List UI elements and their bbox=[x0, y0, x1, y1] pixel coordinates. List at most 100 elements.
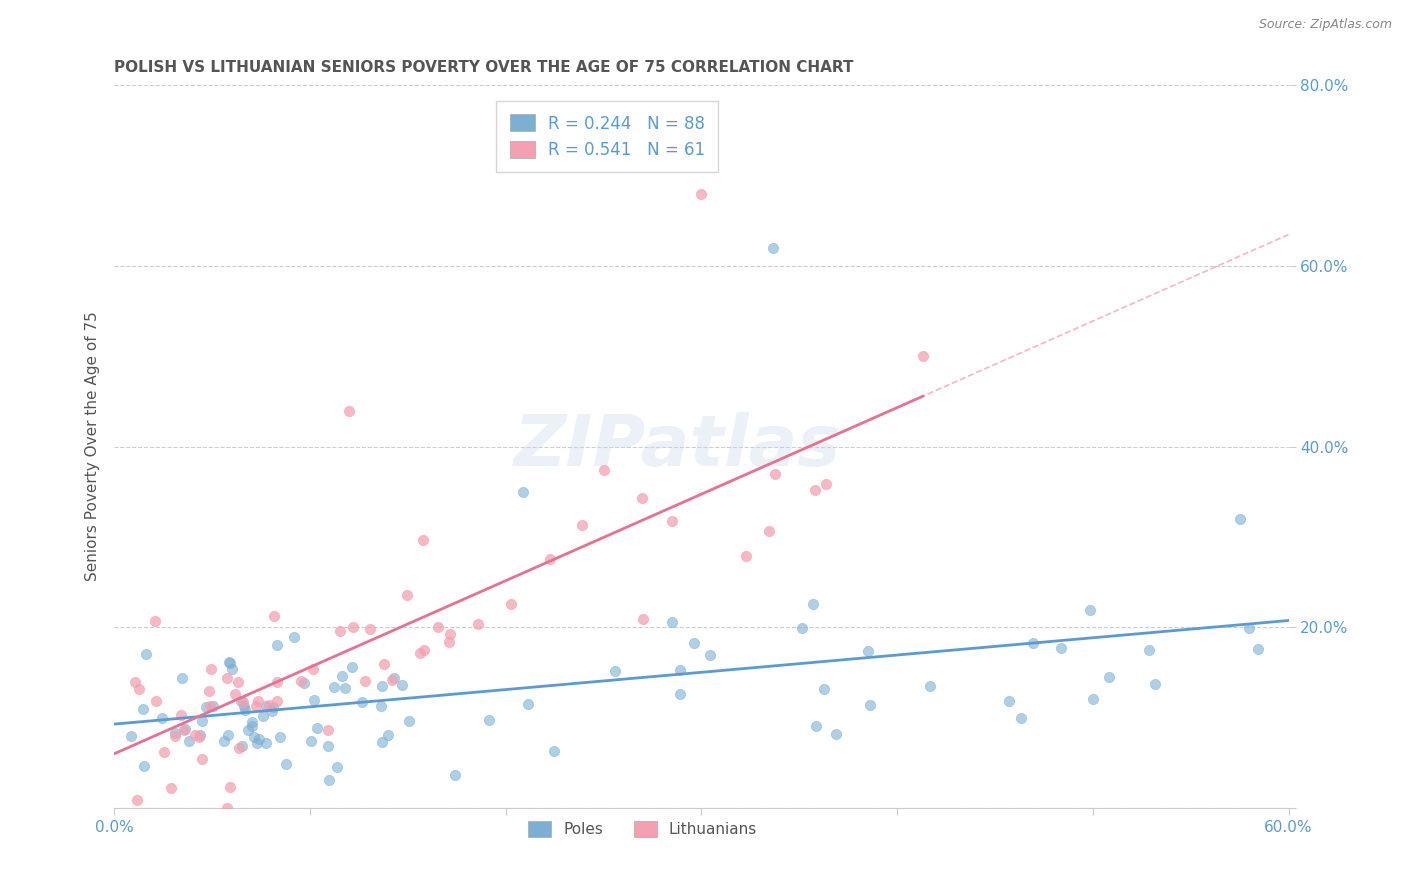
Point bbox=[254, 699, 277, 714]
Point bbox=[340, 659, 363, 673]
Point bbox=[1143, 677, 1166, 691]
Point bbox=[323, 680, 346, 694]
Point bbox=[335, 681, 357, 695]
Point bbox=[276, 757, 298, 772]
Point bbox=[1246, 642, 1268, 657]
Point bbox=[359, 623, 381, 637]
Point bbox=[918, 679, 941, 693]
Point bbox=[212, 734, 235, 748]
Point bbox=[243, 730, 266, 744]
Point bbox=[342, 620, 364, 634]
Point bbox=[246, 736, 269, 750]
Point bbox=[763, 467, 786, 482]
Point bbox=[245, 698, 267, 713]
Point bbox=[316, 723, 339, 737]
Point bbox=[194, 700, 217, 714]
Point bbox=[668, 686, 690, 700]
Point bbox=[173, 723, 195, 737]
Point bbox=[326, 760, 349, 774]
Point bbox=[413, 643, 436, 657]
Point bbox=[198, 684, 221, 698]
Point bbox=[1137, 643, 1160, 657]
Point bbox=[443, 767, 465, 781]
Point bbox=[238, 723, 260, 738]
Point bbox=[499, 598, 522, 612]
Point bbox=[543, 744, 565, 758]
Point bbox=[337, 403, 360, 417]
Point bbox=[690, 186, 713, 201]
Point bbox=[145, 694, 167, 708]
Point bbox=[262, 699, 284, 714]
Point bbox=[200, 662, 222, 676]
Point bbox=[188, 728, 211, 742]
Point bbox=[856, 644, 879, 658]
Point bbox=[150, 710, 173, 724]
Y-axis label: Seniors Poverty Over the Age of 75: Seniors Poverty Over the Age of 75 bbox=[86, 311, 100, 582]
Point bbox=[232, 695, 254, 709]
Point bbox=[191, 714, 214, 728]
Point bbox=[266, 675, 288, 690]
Point bbox=[124, 675, 146, 690]
Point bbox=[262, 704, 284, 718]
Point bbox=[661, 514, 683, 528]
Point bbox=[266, 694, 288, 708]
Point bbox=[803, 597, 825, 611]
Point bbox=[231, 739, 253, 753]
Point bbox=[266, 638, 288, 652]
Point bbox=[249, 731, 271, 746]
Point bbox=[318, 772, 340, 787]
Point bbox=[354, 674, 377, 689]
Point bbox=[200, 698, 222, 713]
Point bbox=[631, 491, 654, 505]
Point bbox=[269, 731, 291, 745]
Legend: Poles, Lithuanians: Poles, Lithuanians bbox=[522, 815, 763, 844]
Point bbox=[127, 793, 149, 807]
Point bbox=[734, 549, 756, 564]
Point bbox=[242, 714, 264, 729]
Point bbox=[170, 707, 193, 722]
Point bbox=[165, 725, 187, 739]
Point bbox=[254, 736, 277, 750]
Point bbox=[153, 745, 176, 759]
Point bbox=[1098, 670, 1121, 684]
Point bbox=[173, 723, 195, 737]
Point bbox=[228, 741, 250, 756]
Point bbox=[813, 681, 835, 696]
Point bbox=[412, 533, 434, 548]
Point bbox=[371, 735, 394, 749]
Point bbox=[172, 671, 194, 685]
Point bbox=[467, 617, 489, 632]
Point bbox=[661, 615, 683, 629]
Point bbox=[398, 714, 420, 729]
Point bbox=[682, 635, 704, 649]
Point bbox=[593, 463, 616, 477]
Point bbox=[858, 698, 880, 712]
Point bbox=[1021, 636, 1043, 650]
Point bbox=[299, 734, 322, 748]
Point bbox=[478, 713, 501, 727]
Point bbox=[330, 669, 353, 683]
Point bbox=[135, 647, 157, 661]
Point bbox=[305, 721, 328, 735]
Text: ZIPatlas: ZIPatlas bbox=[515, 412, 842, 481]
Point bbox=[382, 671, 405, 685]
Point bbox=[263, 608, 285, 623]
Point bbox=[804, 719, 827, 733]
Point bbox=[228, 674, 250, 689]
Point bbox=[131, 702, 153, 716]
Point bbox=[134, 759, 156, 773]
Point bbox=[232, 698, 254, 713]
Point bbox=[603, 665, 626, 679]
Point bbox=[187, 731, 209, 745]
Point bbox=[426, 620, 449, 634]
Point bbox=[370, 699, 392, 714]
Point bbox=[758, 524, 780, 538]
Point bbox=[302, 692, 325, 706]
Point bbox=[1239, 621, 1261, 635]
Point bbox=[824, 727, 846, 741]
Point bbox=[1050, 640, 1073, 655]
Point bbox=[292, 676, 315, 690]
Point bbox=[350, 695, 373, 709]
Point bbox=[240, 718, 263, 732]
Point bbox=[391, 678, 413, 692]
